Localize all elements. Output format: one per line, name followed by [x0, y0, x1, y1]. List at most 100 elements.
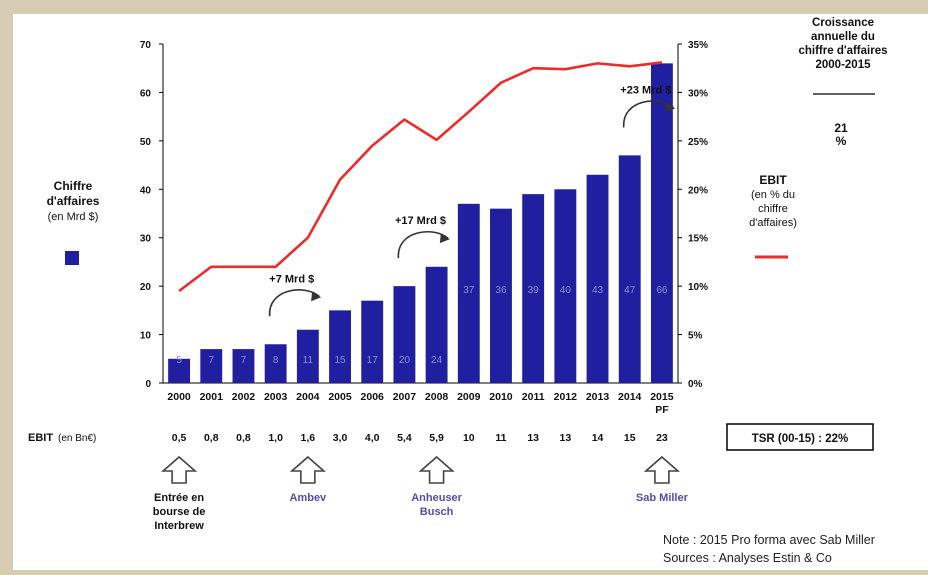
bar-2009 [457, 203, 480, 383]
bar-2002 [232, 349, 255, 383]
bar-value-label: 15 [334, 355, 346, 366]
x-tick-label: 2004 [296, 391, 320, 403]
left-tick-label: 50 [140, 137, 152, 148]
x-tick-sublabel: PF [655, 404, 669, 416]
chart-frame: 0 10 20 30 40 50 60 70 0% 5% 10% 15% 20% 25% 30% 35% 5 7 7… [13, 14, 928, 570]
left-axis-title-line: (en Mrd $) [48, 211, 99, 223]
right-tick-label: 20% [688, 185, 708, 196]
bar-value-label: 43 [592, 285, 604, 296]
ebit-value: 0,8 [236, 432, 251, 444]
x-tick-label: 2002 [232, 391, 256, 403]
bar-value-label: 39 [528, 285, 540, 296]
bar-2004 [296, 329, 319, 383]
ebit-value: 0,8 [204, 432, 219, 444]
x-tick-label: 2001 [200, 391, 224, 403]
bar-2001 [200, 349, 223, 383]
ebit-row-label: EBIT [28, 432, 53, 444]
bar-2012 [554, 189, 577, 383]
tsr-label: TSR (00-15) : 22% [752, 433, 849, 445]
ebit-value: 1,6 [301, 432, 316, 444]
left-tick-label: 30 [140, 234, 152, 245]
milestone-arrow [418, 455, 455, 484]
x-tick-label: 2015 [650, 391, 674, 403]
ebit-value: 3,0 [333, 432, 348, 444]
right-axis-title-line: chiffre [758, 203, 788, 215]
curved-arrow-head [665, 102, 676, 113]
x-tick-label: 2007 [393, 391, 417, 403]
left-tick-label: 10 [140, 331, 152, 342]
acquisition-annotation: +17 Mrd $ [395, 215, 446, 227]
milestone-label: Interbrew [154, 520, 204, 532]
ebit-value: 5,9 [429, 432, 444, 444]
ebit-value: 13 [527, 432, 539, 444]
bar-2011 [522, 194, 545, 383]
legend-bar-swatch [65, 251, 79, 265]
right-tick-label: 30% [688, 88, 708, 99]
x-tick-label: 2009 [457, 391, 481, 403]
bar-value-label: 7 [241, 355, 247, 366]
ebit-value: 11 [495, 432, 506, 444]
curved-arrow-head [439, 233, 450, 244]
bar-value-label: 66 [656, 285, 668, 296]
growth-title-line: Croissance [812, 17, 874, 29]
right-tick-label: 10% [688, 282, 708, 293]
right-tick-label: 0% [688, 379, 703, 390]
right-tick-label: 15% [688, 234, 708, 245]
left-tick-label: 70 [140, 40, 152, 51]
milestone-label: Ambev [290, 492, 328, 504]
x-tick-label: 2005 [328, 391, 352, 403]
right-axis-title-line: d'affaires) [749, 217, 797, 229]
acquisition-annotation: +7 Mrd $ [269, 273, 314, 285]
left-tick-label: 60 [140, 88, 152, 99]
left-tick-label: 20 [140, 282, 152, 293]
bar-2008 [425, 266, 448, 383]
x-tick-label: 2013 [586, 391, 610, 403]
curved-arrow [268, 289, 320, 317]
bar-2000 [168, 358, 191, 383]
milestone-label: Entrée en [154, 492, 204, 504]
left-tick-label: 0 [145, 379, 151, 390]
milestone-arrow [160, 455, 198, 484]
bar-value-label: 7 [209, 355, 215, 366]
ebit-value: 1,0 [268, 432, 283, 444]
ebit-value: 0,5 [172, 432, 187, 444]
curved-arrow-head [311, 291, 322, 302]
left-tick-label: 40 [140, 185, 152, 196]
bar-value-label: 20 [399, 355, 411, 366]
x-tick-label: 2012 [554, 391, 578, 403]
right-axis-title-line: EBIT [759, 173, 787, 187]
milestone-label: Anheuser [411, 492, 462, 504]
ebit-value: 13 [560, 432, 572, 444]
ebit-margin-line [178, 61, 663, 293]
footnote: Note : 2015 Pro forma avec Sab Miller [663, 533, 875, 547]
bar-value-label: 24 [431, 355, 443, 366]
growth-title-line: chiffre d'affaires [798, 45, 887, 57]
ebit-value: 23 [656, 432, 668, 444]
x-tick-label: 2010 [489, 391, 513, 403]
left-axis-title-line: d'affaires [47, 194, 100, 208]
bar-2014 [618, 155, 641, 383]
tsr-box [726, 423, 874, 451]
bar-2003 [264, 344, 287, 383]
milestone-label: Busch [420, 506, 454, 518]
growth-title-line: annuelle du [811, 31, 875, 43]
bar-value-label: 47 [624, 285, 636, 296]
right-axis-title-line: (en % du [751, 189, 795, 201]
x-tick-label: 2000 [167, 391, 191, 403]
ebit-value: 10 [463, 432, 475, 444]
bar-value-label: 17 [367, 355, 379, 366]
left-axis-title-line: Chiffre [54, 179, 93, 193]
milestone-arrow [643, 455, 681, 484]
bar-value-label: 8 [273, 355, 279, 366]
growth-value: 21 [834, 121, 848, 135]
sources-note: Sources : Analyses Estin & Co [663, 551, 832, 565]
bar-2013 [586, 174, 609, 383]
ebit-row-unit: (en Bn€) [58, 433, 96, 444]
x-tick-label: 2014 [618, 391, 642, 403]
chart-svg: 0 10 20 30 40 50 60 70 0% 5% 10% 15% 20% 25% 30% 35% 5 7 7… [28, 17, 888, 532]
ebit-value: 14 [592, 432, 604, 444]
curved-arrow [397, 231, 449, 259]
bar-value-label: 37 [463, 285, 475, 296]
bar-2007 [393, 286, 416, 383]
milestone-label: bourse de [153, 506, 206, 518]
